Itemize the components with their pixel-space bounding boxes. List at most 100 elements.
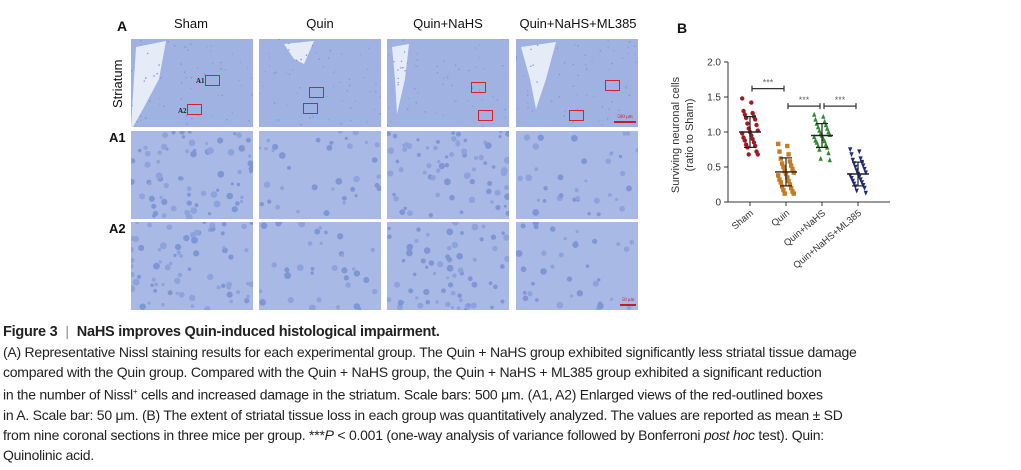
nissl-cell (492, 245, 498, 252)
data-point (850, 157, 855, 163)
nissl-cell (575, 196, 580, 201)
nissl-cell (222, 245, 226, 249)
nissl-cell (498, 134, 502, 139)
panel-b-label: B (677, 20, 688, 36)
nissl-cell (387, 170, 394, 177)
nissl-cell (599, 49, 602, 52)
nissl-cell (341, 267, 348, 274)
nissl-cell (435, 168, 441, 173)
nissl-cell (436, 65, 439, 68)
data-point (791, 191, 796, 196)
nissl-cell (449, 151, 455, 157)
scale-bar-500um-label: 500 μm (617, 115, 633, 120)
outline-box-a2-quin (303, 103, 318, 114)
nissl-cell (359, 53, 362, 56)
nissl-cell (398, 299, 403, 305)
nissl-cell (333, 85, 335, 88)
nissl-cell (387, 131, 392, 136)
nissl-cell (499, 264, 505, 269)
ventricle-shape (392, 44, 409, 114)
nissl-cell (516, 58, 518, 60)
nissl-cell (585, 264, 590, 268)
nissl-cell (230, 182, 234, 186)
micrograph-a1-ml385 (516, 131, 638, 219)
nissl-cell (444, 162, 450, 168)
nissl-cell (272, 143, 279, 150)
nissl-cell (457, 267, 464, 274)
nissl-cell (402, 39, 405, 41)
nissl-cell (408, 288, 414, 294)
nissl-cell (299, 87, 301, 89)
nissl-cell (388, 54, 391, 56)
nissl-cell (450, 305, 455, 310)
nissl-cell (503, 204, 507, 208)
nissl-cell (577, 74, 580, 77)
nissl-cell (536, 44, 539, 47)
caption-line: Quinolinic acid. (3, 446, 94, 463)
nissl-cell (625, 131, 631, 136)
nissl-cell (540, 268, 547, 275)
nissl-cell (329, 140, 334, 145)
nissl-cell (263, 181, 271, 188)
nissl-cell (472, 87, 474, 89)
nissl-cell (459, 210, 464, 215)
data-point (789, 163, 794, 168)
nissl-cell (250, 94, 253, 96)
nissl-cell (143, 145, 148, 150)
nissl-cell (144, 161, 151, 168)
ventricle-shape (284, 41, 314, 64)
nissl-cell (601, 106, 604, 108)
scatter-chart: 0 0.5 1.0 1.5 2.0 Surviving neuronal cells (ra… (670, 58, 890, 271)
micrograph-a2-quin (259, 222, 381, 310)
data-point (863, 170, 868, 176)
nissl-cell (340, 253, 345, 257)
nissl-cell (563, 236, 568, 241)
micrograph-a2-ml385 (516, 222, 638, 310)
nissl-cell (371, 157, 378, 163)
data-point (861, 163, 866, 169)
data-point (815, 124, 821, 130)
nissl-cell (207, 211, 212, 216)
nissl-cell (140, 44, 142, 46)
nissl-cell (471, 281, 478, 288)
nissl-cell (318, 225, 322, 230)
data-point (814, 139, 819, 145)
nissl-cell (264, 70, 267, 73)
nissl-cell (143, 80, 146, 82)
nissl-cell (556, 47, 559, 50)
nissl-cell (571, 134, 578, 142)
nissl-cell (132, 278, 140, 286)
nissl-cell (422, 170, 427, 175)
data-point (853, 164, 858, 170)
nissl-cell (585, 68, 588, 70)
nissl-cell (198, 81, 201, 83)
x-tick-label: Sham (730, 208, 756, 232)
data-point (753, 117, 758, 122)
nissl-cell (468, 69, 470, 72)
nissl-cell (516, 249, 523, 257)
nissl-cell (470, 302, 477, 309)
nissl-cell (147, 222, 152, 228)
nissl-cell (354, 194, 358, 198)
nissl-cell (354, 100, 357, 103)
nissl-cell (432, 271, 437, 276)
nissl-cell (150, 283, 154, 287)
nissl-cell (442, 83, 444, 86)
nissl-cell (407, 97, 410, 100)
nissl-cell (420, 258, 426, 264)
nissl-cell (517, 175, 523, 182)
nissl-cell (522, 290, 527, 295)
nissl-cell (626, 84, 628, 87)
nissl-cell (159, 242, 167, 250)
data-point (822, 118, 827, 124)
nissl-cell (467, 100, 470, 102)
nissl-cell (375, 91, 378, 94)
ventricle-shape (521, 42, 556, 109)
data-point (827, 157, 832, 163)
nissl-cell (460, 231, 464, 235)
nissl-cell (465, 172, 471, 179)
nissl-cell (425, 265, 429, 269)
nissl-cell (227, 149, 235, 156)
nissl-cell (441, 288, 446, 294)
nissl-cell (428, 213, 434, 218)
